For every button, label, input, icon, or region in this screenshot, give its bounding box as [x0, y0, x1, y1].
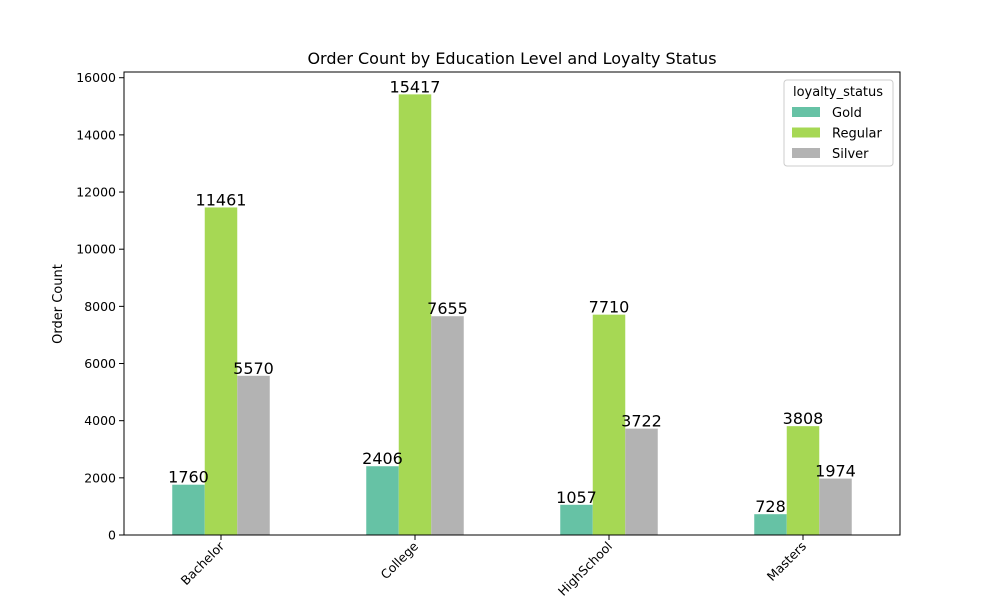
bar-gold-masters: [754, 514, 787, 535]
legend: loyalty_status Gold Regular Silver: [783, 79, 894, 167]
bar-silver-college: [431, 316, 464, 535]
y-tick-label: 0: [108, 528, 116, 543]
legend-label-gold: Gold: [832, 106, 862, 121]
data-label-regular-highschool: 7710: [589, 298, 630, 317]
bar-silver-bachelor: [237, 375, 270, 535]
bar-regular-bachelor: [204, 207, 238, 536]
y-tick-label: 14000: [76, 127, 116, 142]
x-tick-label-masters: Masters: [764, 539, 809, 584]
bar-regular-highschool: [592, 314, 626, 535]
data-label-gold-highschool: 1057: [556, 488, 597, 507]
data-label-gold-college: 2406: [362, 449, 403, 468]
data-label-regular-college: 15417: [390, 77, 441, 96]
data-label-silver-bachelor: 5570: [233, 359, 274, 378]
y-tick-label: 8000: [84, 299, 116, 314]
y-tick-label: 10000: [76, 242, 116, 257]
data-label-gold-bachelor: 1760: [168, 468, 209, 487]
bar-silver-highschool: [625, 428, 658, 535]
x-tick-label-highschool: HighSchool: [555, 539, 615, 599]
plot-area: 1760 2406 1057 728 11461 15417 7710 3808 5570 765…: [76, 70, 901, 599]
bar-regular-college: [398, 94, 432, 536]
y-tick-label: 6000: [84, 356, 116, 371]
bar-gold-college: [366, 466, 399, 535]
data-label-silver-masters: 1974: [815, 462, 856, 481]
y-tick-label: 2000: [84, 470, 116, 485]
legend-items: Gold Regular Silver: [792, 106, 883, 162]
bar-gold-bachelor: [172, 484, 205, 535]
legend-title: loyalty_status: [793, 85, 883, 100]
data-label-gold-masters: 728: [755, 497, 786, 516]
legend-label-regular: Regular: [832, 127, 883, 142]
bar-regular-masters: [786, 426, 820, 535]
legend-swatch-silver: [792, 148, 820, 158]
legend-frame: [783, 79, 894, 167]
y-tick-label: 12000: [76, 185, 116, 200]
legend-swatch-gold: [792, 107, 820, 117]
y-axis-label: Order Count: [51, 264, 66, 344]
data-label-silver-college: 7655: [427, 299, 468, 318]
y-tick-label: 4000: [84, 413, 116, 428]
x-tick-label-college: College: [378, 538, 422, 582]
x-tick-label-bachelor: Bachelor: [178, 538, 228, 588]
bar-gold-highschool: [560, 504, 593, 535]
chart-title: Order Count by Education Level and Loyal…: [307, 49, 716, 68]
legend-label-silver: Silver: [832, 147, 869, 162]
y-tick-label: 16000: [76, 70, 116, 85]
data-label-silver-highschool: 3722: [621, 412, 662, 431]
plot-frame: [123, 71, 901, 536]
bar-silver-masters: [819, 478, 852, 535]
data-label-regular-bachelor: 11461: [196, 190, 247, 209]
data-label-regular-masters: 3808: [783, 409, 824, 428]
legend-swatch-regular: [792, 127, 820, 138]
